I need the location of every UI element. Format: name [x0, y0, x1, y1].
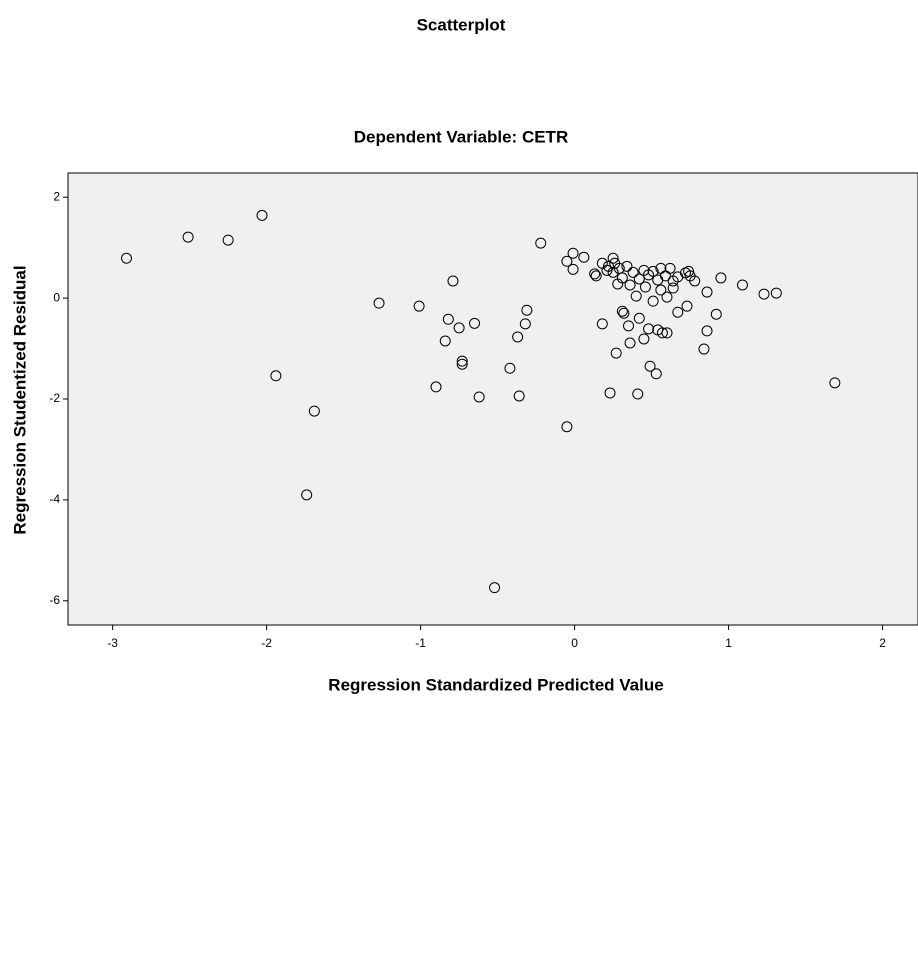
y-tick-label: -2 — [49, 391, 60, 405]
chart-title: Scatterplot — [417, 15, 506, 34]
y-tick-label: 2 — [53, 189, 60, 203]
y-tick-label: 0 — [53, 290, 60, 304]
y-tick-label: -6 — [49, 593, 60, 607]
x-tick-label: -3 — [107, 636, 118, 650]
y-tick-label: -4 — [49, 492, 60, 506]
chart-subtitle: Dependent Variable: CETR — [354, 127, 568, 146]
x-tick-label: 0 — [571, 636, 578, 650]
y-axis-label: Regression Studentized Residual — [10, 265, 29, 534]
x-tick-label: -2 — [261, 636, 272, 650]
chart: Scatterplot Dependent Variable: CETR Reg… — [0, 0, 918, 964]
plot-area — [68, 173, 918, 625]
x-axis-label: Regression Standardized Predicted Value — [328, 675, 663, 694]
x-tick-label: 2 — [879, 636, 886, 650]
x-tick-label: 1 — [725, 636, 732, 650]
x-tick-label: -1 — [415, 636, 426, 650]
